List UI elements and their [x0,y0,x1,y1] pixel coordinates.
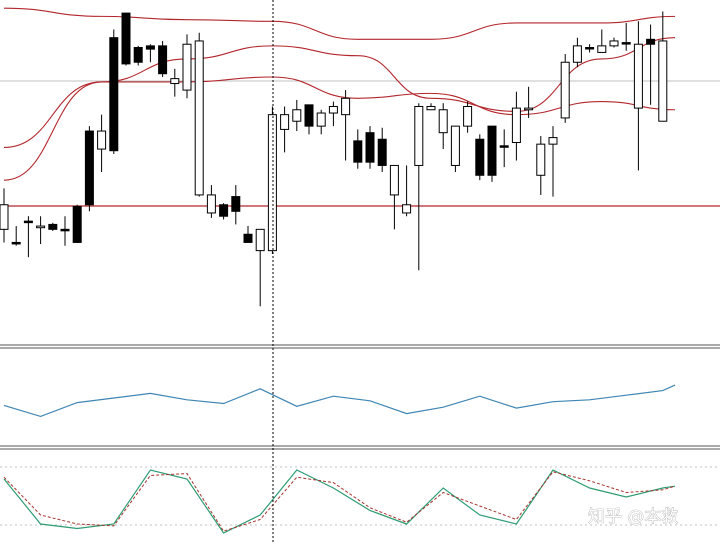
candle-up[interactable] [658,40,668,122]
candle-down[interactable] [158,45,168,75]
candle-up[interactable] [170,78,180,85]
candle-down[interactable] [72,205,82,243]
candle-down[interactable] [499,145,509,148]
candle-up[interactable] [438,109,448,134]
candle-down[interactable] [304,104,314,127]
candle-up[interactable] [633,43,643,109]
candle-down[interactable] [11,241,21,245]
candle-up[interactable] [597,45,607,53]
candle-down[interactable] [475,138,485,176]
candle-up[interactable] [450,125,460,166]
candle-up[interactable] [97,130,107,150]
stochastic-signal-line [3,471,676,532]
candle-up[interactable] [426,105,436,111]
candle-up[interactable] [572,45,582,63]
candle-down[interactable] [231,196,241,212]
candle-up[interactable] [0,204,9,230]
candle-up[interactable] [267,114,277,252]
candle-down[interactable] [84,130,94,206]
candle-down[interactable] [145,45,155,50]
candle-up[interactable] [255,228,265,252]
candle-down[interactable] [487,125,497,176]
rsi-panel[interactable] [3,384,676,418]
candle-up[interactable] [463,105,473,127]
candle-up[interactable] [182,43,192,91]
candle-up[interactable] [194,40,204,196]
candle-down[interactable] [109,37,119,152]
candle-up[interactable] [389,164,399,196]
candle-down[interactable] [133,47,143,63]
candle-down[interactable] [377,138,387,166]
candle-down[interactable] [219,204,229,217]
candle-down[interactable] [585,47,595,50]
candle-up[interactable] [536,143,546,176]
candle-down[interactable] [646,38,656,45]
stochastic-main-line [3,469,676,534]
candle-down[interactable] [121,12,131,65]
rsi-line [3,384,676,418]
candle-up[interactable] [328,105,338,114]
price-panel[interactable] [0,7,720,307]
watermark: 知乎 @本救 [588,507,678,527]
candle-up[interactable] [316,112,326,127]
candle-down[interactable] [353,140,363,163]
candle-up[interactable] [36,225,46,229]
candle-up[interactable] [341,97,351,116]
stochastic-panel[interactable] [0,466,720,534]
candle-up[interactable] [560,61,570,119]
candle-up[interactable] [524,107,534,111]
candle-down[interactable] [23,220,33,224]
candle-down[interactable] [365,132,375,163]
candle-down[interactable] [621,42,631,45]
candle-up[interactable] [548,137,558,145]
candle-up[interactable] [206,194,216,214]
candle-up[interactable] [402,204,412,214]
candle-up[interactable] [609,40,619,47]
candle-up[interactable] [280,114,290,130]
candlestick-series [0,11,668,307]
candle-down[interactable] [243,233,253,243]
candle-up[interactable] [292,109,302,122]
candle-up[interactable] [414,105,424,166]
candle-down[interactable] [48,223,58,230]
candle-up[interactable] [511,107,521,144]
candle-down[interactable] [60,228,70,232]
